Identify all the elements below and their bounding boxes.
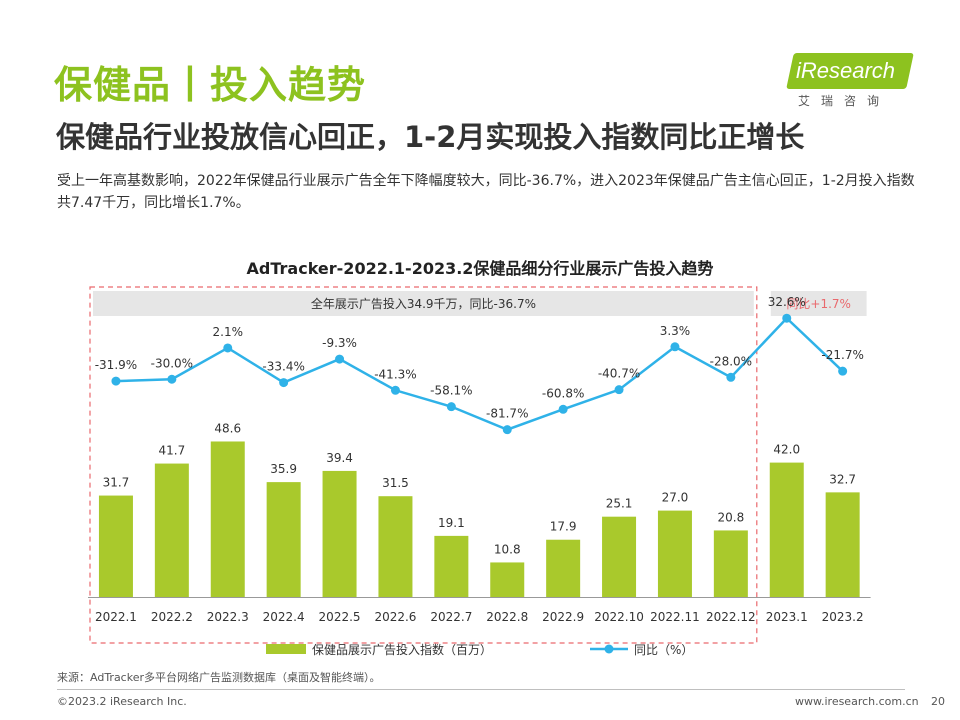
yoy-value-label: 2.1% bbox=[213, 325, 244, 339]
x-tick-label: 2022.7 bbox=[430, 610, 472, 624]
yoy-point bbox=[838, 366, 848, 376]
x-tick-label: 2022.5 bbox=[319, 610, 361, 624]
bar-value-label: 20.8 bbox=[717, 510, 744, 524]
copyright: ©2023.2 iResearch Inc. bbox=[57, 695, 187, 708]
website: www.iresearch.com.cn bbox=[795, 695, 919, 708]
x-tick-label: 2022.11 bbox=[650, 610, 700, 624]
bar bbox=[322, 470, 357, 597]
bar-value-label: 32.7 bbox=[829, 472, 856, 486]
page-number: 20 bbox=[931, 695, 945, 708]
bar-value-label: 27.0 bbox=[662, 491, 689, 505]
bar bbox=[602, 516, 637, 597]
bar-value-label: 19.1 bbox=[438, 516, 465, 530]
bar bbox=[825, 492, 860, 597]
year-2023-annotation-bg bbox=[770, 291, 867, 316]
year-2022-dashed-box bbox=[89, 286, 758, 644]
bar-value-label: 35.9 bbox=[270, 462, 297, 476]
yoy-point bbox=[726, 372, 736, 382]
bar bbox=[434, 535, 469, 597]
yoy-value-label: -9.3% bbox=[322, 336, 357, 350]
legend-bar-swatch bbox=[266, 644, 306, 654]
yoy-point bbox=[390, 385, 400, 395]
yoy-value-label: -60.8% bbox=[542, 386, 584, 400]
page-subtitle: 保健品行业投放信心回正，1-2月实现投入指数同比正增长 bbox=[56, 120, 805, 154]
bar bbox=[490, 562, 525, 597]
yoy-value-label: -30.0% bbox=[151, 356, 193, 370]
yoy-point bbox=[558, 404, 568, 414]
yoy-point bbox=[335, 354, 345, 364]
year-2022-annotation-bg bbox=[93, 291, 754, 316]
footer-divider bbox=[57, 689, 905, 690]
yoy-point bbox=[279, 378, 289, 388]
chart-title: AdTracker-2022.1-2023.2保健品细分行业展示广告投入趋势 bbox=[247, 259, 714, 278]
legend-line-label: 同比（%） bbox=[634, 643, 693, 657]
bar-value-label: 25.1 bbox=[606, 497, 633, 511]
x-tick-label: 2022.12 bbox=[706, 610, 756, 624]
bar-value-label: 39.4 bbox=[326, 451, 353, 465]
yoy-value-label: 3.3% bbox=[660, 324, 691, 338]
yoy-value-label: -31.9% bbox=[95, 358, 137, 372]
bar-value-label: 10.8 bbox=[494, 542, 521, 556]
iresearch-logo: iResearch 艾瑞咨询 bbox=[786, 48, 920, 112]
bar bbox=[657, 510, 692, 597]
source-note: 来源：AdTracker多平台网络广告监测数据库（桌面及智能终端）。 bbox=[57, 671, 381, 684]
logo-text: iResearch bbox=[796, 58, 896, 83]
yoy-value-label: 32.6% bbox=[768, 295, 806, 309]
x-tick-label: 2023.2 bbox=[822, 610, 864, 624]
legend-bar-label: 保健品展示广告投入指数（百万） bbox=[312, 642, 492, 657]
yoy-value-label: -33.4% bbox=[262, 360, 304, 374]
x-tick-label: 2022.10 bbox=[594, 610, 644, 624]
yoy-point bbox=[670, 342, 680, 352]
year-2022-annotation: 全年展示广告投入34.9千万，同比-36.7% bbox=[311, 296, 536, 311]
yoy-value-label: -81.7% bbox=[486, 407, 528, 421]
year-2023-annotation: 同比+1.7% bbox=[786, 297, 851, 311]
yoy-point bbox=[223, 343, 233, 353]
bar-value-label: 48.6 bbox=[214, 421, 241, 435]
page-description: 受上一年高基数影响，2022年保健品行业展示广告全年下降幅度较大，同比-36.7… bbox=[57, 173, 915, 211]
x-tick-label: 2022.4 bbox=[263, 610, 305, 624]
x-tick-label: 2022.6 bbox=[374, 610, 416, 624]
x-tick-label: 2022.3 bbox=[207, 610, 249, 624]
bar bbox=[154, 463, 189, 597]
yoy-value-label: -21.7% bbox=[821, 348, 863, 362]
bar bbox=[378, 496, 413, 597]
yoy-point bbox=[446, 402, 456, 412]
yoy-point bbox=[782, 313, 792, 323]
bar-value-label: 31.7 bbox=[103, 476, 130, 490]
yoy-value-label: -28.0% bbox=[710, 354, 752, 368]
bar bbox=[210, 441, 245, 597]
logo-subtext: 艾瑞咨询 bbox=[798, 94, 891, 108]
bar bbox=[266, 482, 301, 597]
x-tick-label: 2022.8 bbox=[486, 610, 528, 624]
yoy-line bbox=[115, 316, 844, 431]
yoy-value-label: -58.1% bbox=[430, 384, 472, 398]
page-title: 保健品丨投入趋势 bbox=[54, 63, 367, 107]
yoy-point bbox=[502, 425, 512, 435]
legend-line-marker bbox=[604, 644, 614, 654]
yoy-point bbox=[111, 376, 121, 386]
yoy-value-label: -41.3% bbox=[374, 367, 416, 381]
yoy-point bbox=[614, 385, 624, 395]
x-tick-label: 2022.2 bbox=[151, 610, 193, 624]
bar bbox=[546, 539, 581, 597]
x-tick-label: 2022.9 bbox=[542, 610, 584, 624]
yoy-value-label: -40.7% bbox=[598, 367, 640, 381]
x-tick-label: 2022.1 bbox=[95, 610, 137, 624]
bar-value-label: 41.7 bbox=[158, 444, 185, 458]
bar bbox=[769, 462, 804, 597]
bar-value-label: 17.9 bbox=[550, 520, 577, 534]
bar bbox=[713, 530, 748, 597]
bar-value-label: 31.5 bbox=[382, 476, 409, 490]
x-tick-label: 2023.1 bbox=[766, 610, 808, 624]
bar bbox=[98, 495, 133, 597]
yoy-point bbox=[167, 374, 177, 384]
bar-value-label: 42.0 bbox=[773, 443, 800, 457]
